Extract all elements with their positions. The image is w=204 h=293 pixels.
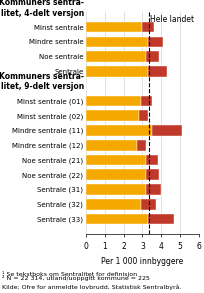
Bar xyxy=(138,110,147,121)
Bar xyxy=(145,184,161,195)
Bar xyxy=(86,214,147,224)
Text: Kilde: Ofre for anmeldte lovbrudd, Statistisk Sentralbyrå.: Kilde: Ofre for anmeldte lovbrudd, Stati… xyxy=(2,285,181,290)
Bar xyxy=(86,22,142,33)
Text: Kommuners sentra-
litet, 4-delt versjon: Kommuners sentra- litet, 4-delt versjon xyxy=(0,0,83,18)
Bar xyxy=(140,96,151,106)
Bar xyxy=(145,169,159,180)
Bar xyxy=(147,66,166,77)
Bar xyxy=(142,22,153,33)
Text: ² N = 22 314, utland/uoppgitt kommune = 225: ² N = 22 314, utland/uoppgitt kommune = … xyxy=(2,275,149,281)
Bar xyxy=(86,51,145,62)
Bar xyxy=(86,184,145,195)
Bar xyxy=(86,96,140,106)
Bar xyxy=(145,155,157,165)
Bar xyxy=(147,37,162,47)
Bar xyxy=(86,37,147,47)
Bar xyxy=(86,199,140,209)
Bar xyxy=(140,199,155,209)
Bar xyxy=(86,169,145,180)
Bar xyxy=(86,66,147,77)
Text: ¹ Se tekstboks om Sentralitet for definisjon: ¹ Se tekstboks om Sentralitet for defini… xyxy=(2,271,136,277)
Bar xyxy=(147,214,174,224)
Bar xyxy=(86,110,138,121)
Bar xyxy=(151,125,181,136)
X-axis label: Per 1 000 innbyggere: Per 1 000 innbyggere xyxy=(101,257,183,265)
Bar xyxy=(145,51,159,62)
Bar xyxy=(86,155,145,165)
Text: Hele landet: Hele landet xyxy=(149,15,193,24)
Text: Kommuners sentra-
litet, 9-delt versjon: Kommuners sentra- litet, 9-delt versjon xyxy=(0,72,83,91)
Bar xyxy=(86,140,136,151)
Bar xyxy=(86,125,151,136)
Bar xyxy=(136,140,145,151)
